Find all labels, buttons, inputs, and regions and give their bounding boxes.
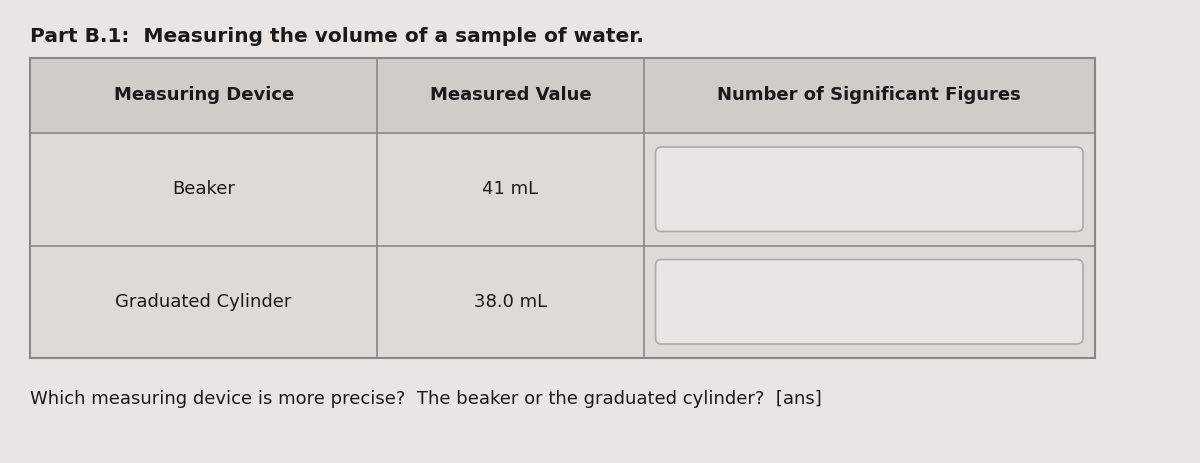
Text: Graduated Cylinder: Graduated Cylinder (115, 293, 292, 311)
Text: Part B.1:  Measuring the volume of a sample of water.: Part B.1: Measuring the volume of a samp… (30, 27, 644, 46)
Text: Measured Value: Measured Value (430, 87, 592, 105)
Text: 38.0 mL: 38.0 mL (474, 293, 547, 311)
Text: Measuring Device: Measuring Device (114, 87, 294, 105)
Bar (30, 58, 1096, 358)
FancyBboxPatch shape (655, 259, 1084, 344)
Bar (30, 133, 1096, 245)
Text: Beaker: Beaker (173, 180, 235, 198)
Text: Number of Significant Figures: Number of Significant Figures (718, 87, 1021, 105)
Bar (30, 58, 1096, 133)
Text: 41 mL: 41 mL (482, 180, 539, 198)
FancyBboxPatch shape (655, 147, 1084, 232)
Text: Which measuring device is more precise?  The beaker or the graduated cylinder?  : Which measuring device is more precise? … (30, 390, 822, 408)
Bar (30, 245, 1096, 358)
Bar (30, 58, 1096, 358)
